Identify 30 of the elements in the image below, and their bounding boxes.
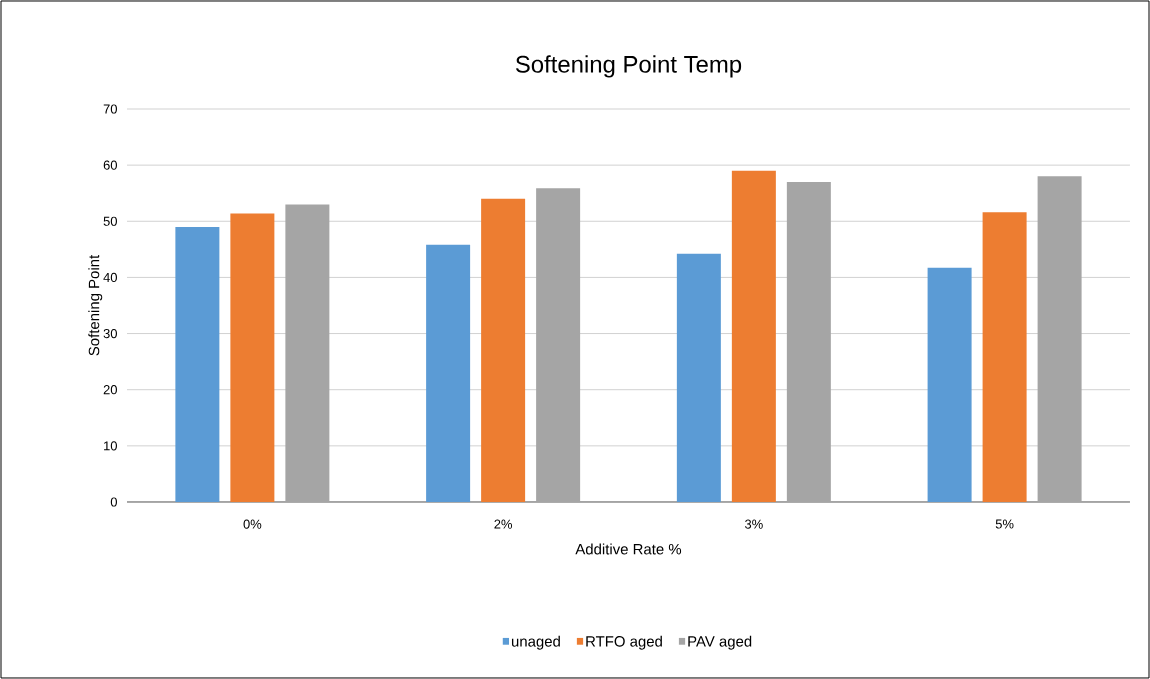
bar xyxy=(285,204,330,502)
x-tick-label: 3% xyxy=(745,519,763,529)
y-tick-label: 50 xyxy=(103,216,117,226)
bar xyxy=(676,253,721,502)
y-tick-label: 20 xyxy=(103,385,117,395)
bar xyxy=(426,244,471,502)
y-tick-label: 60 xyxy=(103,160,117,170)
bar xyxy=(786,181,831,502)
y-axis-title: Softening Point xyxy=(88,254,103,356)
legend-label: RTFO aged xyxy=(586,635,662,650)
bar xyxy=(927,267,972,502)
y-tick-label: 70 xyxy=(103,104,117,114)
x-axis-title: Additive Rate % xyxy=(575,543,682,555)
y-tick-label: 40 xyxy=(103,272,117,282)
y-tick-label: 0 xyxy=(110,497,117,507)
x-tick-label: 2% xyxy=(494,519,513,529)
bar xyxy=(230,213,275,502)
legend-label: unaged xyxy=(511,635,560,650)
y-tick-label: 30 xyxy=(103,328,117,339)
bar xyxy=(731,170,776,502)
bar xyxy=(982,212,1027,502)
x-tick-label: 0% xyxy=(243,519,262,529)
bar xyxy=(481,198,526,502)
x-tick-label: 5% xyxy=(995,519,1014,529)
chart-title: Softening Point Temp xyxy=(515,55,742,78)
legend-label: PAV aged xyxy=(688,635,752,650)
y-tick-label: 10 xyxy=(104,441,117,451)
bar xyxy=(536,188,581,502)
bar xyxy=(175,226,220,502)
bar xyxy=(1037,176,1082,502)
